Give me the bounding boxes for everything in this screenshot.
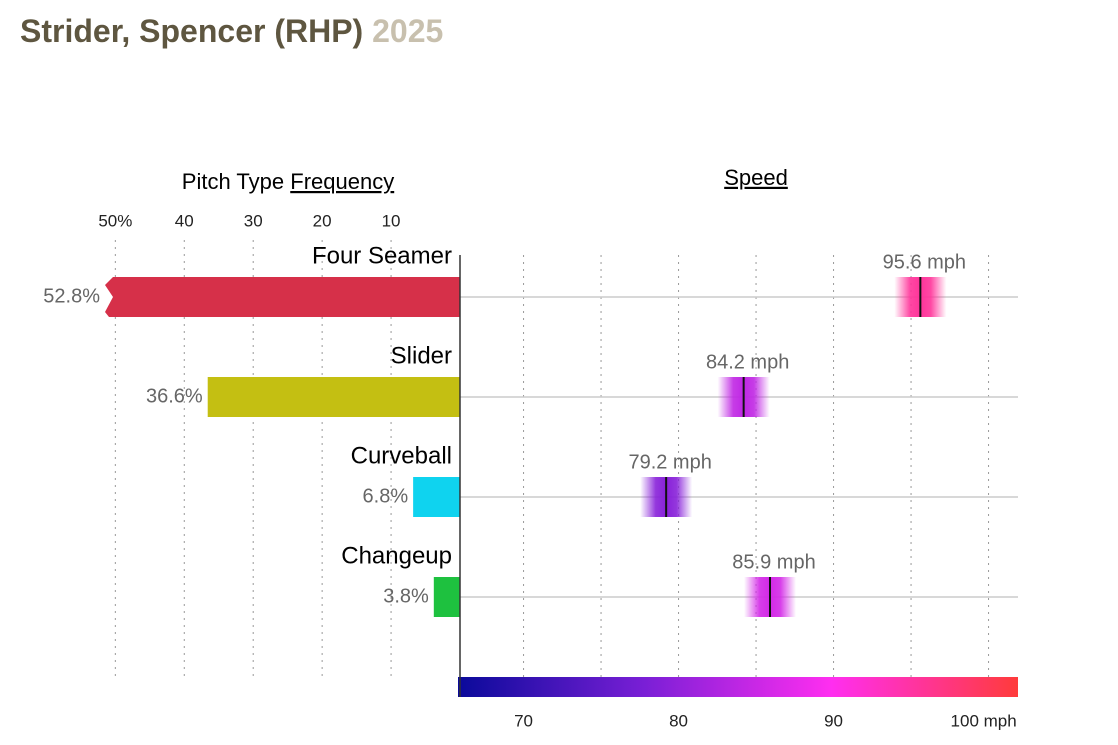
season: 2025 (372, 13, 443, 49)
category-label: Changeup (341, 542, 452, 569)
bar (207, 377, 460, 417)
x-tick-label: 30 (244, 211, 263, 230)
category-label: Slider (391, 342, 452, 369)
x-tick-label: 50% (98, 211, 132, 230)
title-text: Pitch Type (182, 169, 284, 194)
x-tick-label: 80 (669, 711, 688, 730)
category-label: Four Seamer (312, 242, 452, 269)
x-tick-label: 70 (514, 711, 533, 730)
page-title: Strider, Spencer (RHP) 2025 (20, 13, 443, 49)
value-label: 79.2 mph (628, 451, 711, 473)
x-tick-label: 40 (175, 211, 194, 230)
colorbar (458, 677, 1018, 697)
value-label: 36.6% (146, 385, 203, 407)
value-label: 84.2 mph (706, 351, 789, 373)
speed-title[interactable]: Speed (724, 165, 788, 190)
value-label: 3.8% (383, 585, 429, 607)
value-label: 6.8% (363, 485, 409, 507)
value-label: 95.6 mph (883, 251, 966, 273)
bar (433, 577, 460, 617)
x-tick-label: 100 mph (951, 711, 1017, 730)
player-name: Strider, Spencer (RHP) (20, 13, 363, 49)
x-tick-label: 20 (313, 211, 332, 230)
value-label: 85.9 mph (732, 551, 815, 573)
category-label: Curveball (351, 442, 452, 469)
x-tick-label: 90 (824, 711, 843, 730)
bar (413, 477, 460, 517)
title-link[interactable]: Frequency (290, 169, 394, 194)
value-label: 52.8% (43, 285, 100, 307)
frequency-title: Pitch Type Frequency (182, 169, 394, 194)
x-tick-label: 10 (382, 211, 401, 230)
bar (105, 277, 460, 317)
